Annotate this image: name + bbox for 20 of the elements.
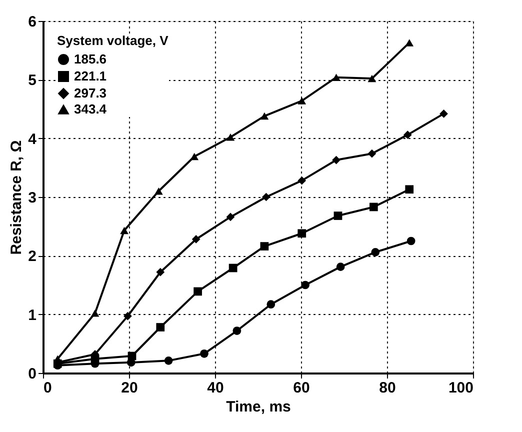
x-tick-label: 60	[293, 380, 310, 396]
y-tick-label: 3	[28, 190, 36, 206]
y-tick-label: 1	[28, 306, 36, 324]
legend-label: 343.4	[74, 102, 108, 116]
x-tick-label: 20	[121, 380, 138, 396]
y-tick-label: 5	[28, 72, 36, 90]
y-tick-label: 4	[28, 130, 38, 148]
x-axis-title: Time, ms	[226, 398, 291, 416]
x-tick-label: 0	[44, 380, 52, 396]
y-tick-label: 2	[28, 248, 36, 266]
legend-title: System voltage, V	[57, 33, 169, 48]
legend-label: 221.1	[74, 68, 107, 84]
x-tick-label: 80	[379, 380, 396, 396]
x-tick-label: 40	[207, 380, 224, 396]
legend-label: 185.6	[74, 52, 107, 66]
x-tick-label: 100	[448, 380, 474, 396]
y-tick-label: 6	[28, 14, 36, 30]
y-axis-title: Resistance R, Ω	[8, 140, 26, 255]
y-tick-label: 0	[28, 366, 36, 382]
legend-label: 297.3	[74, 86, 107, 100]
